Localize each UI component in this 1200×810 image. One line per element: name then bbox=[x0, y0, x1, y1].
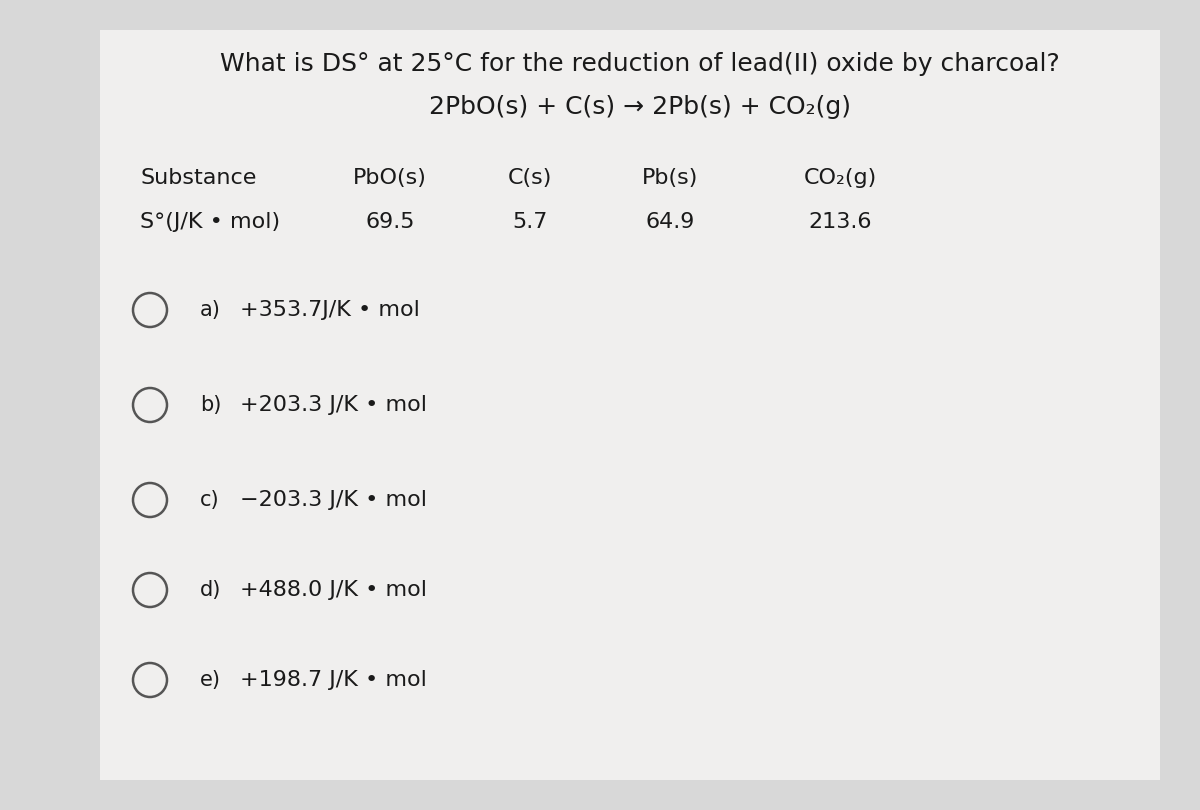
Text: +488.0 J/K • mol: +488.0 J/K • mol bbox=[240, 580, 427, 600]
Text: Substance: Substance bbox=[140, 168, 257, 188]
Text: d): d) bbox=[200, 580, 221, 600]
Text: C(s): C(s) bbox=[508, 168, 552, 188]
Text: +353.7J/K • mol: +353.7J/K • mol bbox=[240, 300, 420, 320]
Text: 213.6: 213.6 bbox=[809, 212, 871, 232]
Text: 69.5: 69.5 bbox=[365, 212, 415, 232]
Text: 64.9: 64.9 bbox=[646, 212, 695, 232]
Text: +198.7 J/K • mol: +198.7 J/K • mol bbox=[240, 670, 427, 690]
Text: c): c) bbox=[200, 490, 220, 510]
Text: e): e) bbox=[200, 670, 221, 690]
Text: a): a) bbox=[200, 300, 221, 320]
Text: CO₂(g): CO₂(g) bbox=[803, 168, 877, 188]
Text: 5.7: 5.7 bbox=[512, 212, 547, 232]
FancyBboxPatch shape bbox=[100, 30, 1160, 780]
Text: 2PbO(s) + C(s) → 2Pb(s) + CO₂(g): 2PbO(s) + C(s) → 2Pb(s) + CO₂(g) bbox=[430, 95, 851, 119]
Text: Pb(s): Pb(s) bbox=[642, 168, 698, 188]
Text: What is DS° at 25°C for the reduction of lead(II) oxide by charcoal?: What is DS° at 25°C for the reduction of… bbox=[220, 52, 1060, 76]
Text: S°(J/K • mol): S°(J/K • mol) bbox=[140, 212, 280, 232]
Text: +203.3 J/K • mol: +203.3 J/K • mol bbox=[240, 395, 427, 415]
Text: b): b) bbox=[200, 395, 221, 415]
Text: PbO(s): PbO(s) bbox=[353, 168, 427, 188]
Text: −203.3 J/K • mol: −203.3 J/K • mol bbox=[240, 490, 427, 510]
